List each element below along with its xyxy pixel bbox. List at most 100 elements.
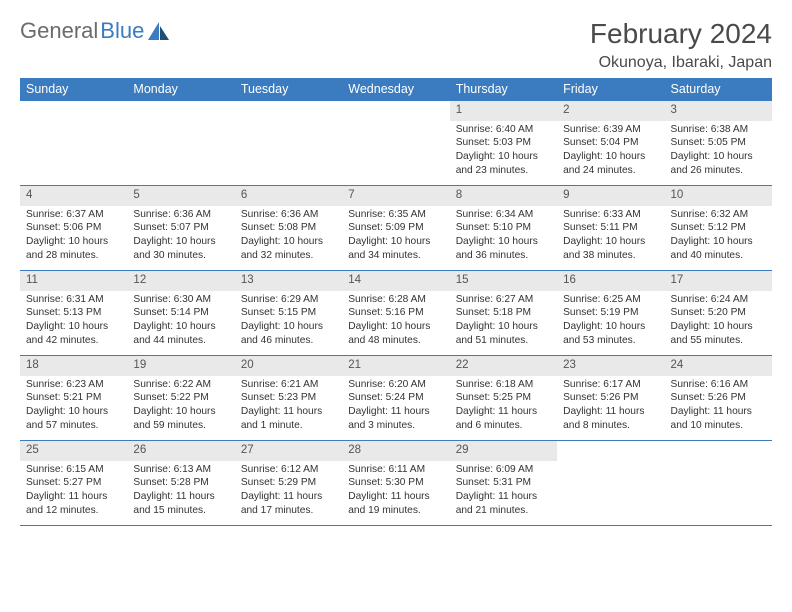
day-body: Sunrise: 6:24 AMSunset: 5:20 PMDaylight:… <box>665 291 772 352</box>
day-number: 27 <box>235 441 342 461</box>
calendar-cell: 8Sunrise: 6:34 AMSunset: 5:10 PMDaylight… <box>450 186 557 270</box>
day-number: 4 <box>20 186 127 206</box>
sunset-text: Sunset: 5:21 PM <box>26 391 121 405</box>
sunrise-text: Sunrise: 6:15 AM <box>26 463 121 477</box>
weekday-header: Monday <box>127 78 234 100</box>
sunset-text: Sunset: 5:03 PM <box>456 136 551 150</box>
calendar-cell: 24Sunrise: 6:16 AMSunset: 5:26 PMDayligh… <box>665 356 772 440</box>
title-block: February 2024 Okunoya, Ibaraki, Japan <box>590 18 772 72</box>
sunrise-text: Sunrise: 6:09 AM <box>456 463 551 477</box>
calendar-cell: 29 Sunrise: 6:09 AMSunset: 5:31 PMDayligh… <box>450 441 557 525</box>
day-number: 29 <box>450 441 557 461</box>
day-number: 23 <box>557 356 664 376</box>
sunset-text: Sunset: 5:13 PM <box>26 306 121 320</box>
calendar-cell: 5Sunrise: 6:36 AMSunset: 5:07 PMDaylight… <box>127 186 234 270</box>
day-body: Sunrise: 6:25 AMSunset: 5:19 PMDaylight:… <box>557 291 664 352</box>
sunset-text: Sunset: 5:24 PM <box>348 391 443 405</box>
calendar-cell-empty <box>20 101 127 185</box>
sunset-text: Sunset: 5:12 PM <box>671 221 766 235</box>
day-number: 16 <box>557 271 664 291</box>
sunset-text: Sunset: 5:14 PM <box>133 306 228 320</box>
day-number: 5 <box>127 186 234 206</box>
day-body: Sunrise: 6:15 AMSunset: 5:27 PMDaylight:… <box>20 461 127 522</box>
calendar-cell: 18Sunrise: 6:23 AMSunset: 5:21 PMDayligh… <box>20 356 127 440</box>
day-number: 22 <box>450 356 557 376</box>
month-title: February 2024 <box>590 18 772 50</box>
calendar-week: 4Sunrise: 6:37 AMSunset: 5:06 PMDaylight… <box>20 185 772 270</box>
day-number: 10 <box>665 186 772 206</box>
sunrise-text: Sunrise: 6:38 AM <box>671 123 766 137</box>
day-number: 17 <box>665 271 772 291</box>
day-body: Sunrise: 6:21 AMSunset: 5:23 PMDaylight:… <box>235 376 342 437</box>
day-body: Sunrise: 6:12 AMSunset: 5:29 PMDaylight:… <box>235 461 342 522</box>
day-number: 7 <box>342 186 449 206</box>
daylight-text: Daylight: 10 hours and 48 minutes. <box>348 320 443 348</box>
day-body: Sunrise: 6:39 AMSunset: 5:04 PMDaylight:… <box>557 121 664 182</box>
day-body: Sunrise: 6:11 AMSunset: 5:30 PMDaylight:… <box>342 461 449 522</box>
sunrise-text: Sunrise: 6:29 AM <box>241 293 336 307</box>
calendar-cell: 20Sunrise: 6:21 AMSunset: 5:23 PMDayligh… <box>235 356 342 440</box>
weekday-header: Sunday <box>20 78 127 100</box>
logo-sail-icon <box>148 22 170 40</box>
sunrise-text: Sunrise: 6:11 AM <box>348 463 443 477</box>
sunrise-text: Sunrise: 6:28 AM <box>348 293 443 307</box>
daylight-text: Daylight: 11 hours and 10 minutes. <box>671 405 766 433</box>
calendar-cell-empty <box>127 101 234 185</box>
sunset-text: Sunset: 5:15 PM <box>241 306 336 320</box>
daylight-text: Daylight: 10 hours and 28 minutes. <box>26 235 121 263</box>
calendar-cell: 17Sunrise: 6:24 AMSunset: 5:20 PMDayligh… <box>665 271 772 355</box>
sunset-text: Sunset: 5:07 PM <box>133 221 228 235</box>
logo: GeneralBlue <box>20 18 170 44</box>
day-body: Sunrise: 6:34 AMSunset: 5:10 PMDaylight:… <box>450 206 557 267</box>
calendar-cell: 10Sunrise: 6:32 AMSunset: 5:12 PMDayligh… <box>665 186 772 270</box>
day-number: 15 <box>450 271 557 291</box>
sunset-text: Sunset: 5:31 PM <box>456 476 551 490</box>
day-body: Sunrise: 6:33 AMSunset: 5:11 PMDaylight:… <box>557 206 664 267</box>
sunset-text: Sunset: 5:27 PM <box>26 476 121 490</box>
sunrise-text: Sunrise: 6:34 AM <box>456 208 551 222</box>
day-body: Sunrise: 6:36 AMSunset: 5:08 PMDaylight:… <box>235 206 342 267</box>
day-number: 1 <box>450 101 557 121</box>
day-body: Sunrise: 6:29 AMSunset: 5:15 PMDaylight:… <box>235 291 342 352</box>
daylight-text: Daylight: 11 hours and 1 minute. <box>241 405 336 433</box>
logo-text-2: Blue <box>100 18 144 44</box>
daylight-text: Daylight: 11 hours and 3 minutes. <box>348 405 443 433</box>
day-number: 12 <box>127 271 234 291</box>
day-number: 13 <box>235 271 342 291</box>
day-body: Sunrise: 6:27 AMSunset: 5:18 PMDaylight:… <box>450 291 557 352</box>
day-body: Sunrise: 6:37 AMSunset: 5:06 PMDaylight:… <box>20 206 127 267</box>
sunrise-text: Sunrise: 6:40 AM <box>456 123 551 137</box>
sunrise-text: Sunrise: 6:30 AM <box>133 293 228 307</box>
daylight-text: Daylight: 11 hours and 19 minutes. <box>348 490 443 518</box>
sunrise-text: Sunrise: 6:27 AM <box>456 293 551 307</box>
logo-text-1: General <box>20 18 98 44</box>
calendar-cell: 22Sunrise: 6:18 AMSunset: 5:25 PMDayligh… <box>450 356 557 440</box>
calendar-week: 1Sunrise: 6:40 AMSunset: 5:03 PMDaylight… <box>20 100 772 185</box>
sunset-text: Sunset: 5:08 PM <box>241 221 336 235</box>
sunrise-text: Sunrise: 6:25 AM <box>563 293 658 307</box>
day-body: Sunrise: 6:20 AMSunset: 5:24 PMDaylight:… <box>342 376 449 437</box>
sunrise-text: Sunrise: 6:22 AM <box>133 378 228 392</box>
calendar: SundayMondayTuesdayWednesdayThursdayFrid… <box>20 78 772 526</box>
daylight-text: Daylight: 11 hours and 21 minutes. <box>456 490 551 518</box>
daylight-text: Daylight: 10 hours and 53 minutes. <box>563 320 658 348</box>
weekday-header: Saturday <box>665 78 772 100</box>
calendar-cell: 16Sunrise: 6:25 AMSunset: 5:19 PMDayligh… <box>557 271 664 355</box>
sunset-text: Sunset: 5:30 PM <box>348 476 443 490</box>
daylight-text: Daylight: 11 hours and 15 minutes. <box>133 490 228 518</box>
day-number: 18 <box>20 356 127 376</box>
sunset-text: Sunset: 5:10 PM <box>456 221 551 235</box>
day-number: 9 <box>557 186 664 206</box>
day-body: Sunrise: 6:18 AMSunset: 5:25 PMDaylight:… <box>450 376 557 437</box>
day-body: Sunrise: 6:32 AMSunset: 5:12 PMDaylight:… <box>665 206 772 267</box>
day-number: 25 <box>20 441 127 461</box>
day-body: Sunrise: 6:38 AMSunset: 5:05 PMDaylight:… <box>665 121 772 182</box>
sunrise-text: Sunrise: 6:39 AM <box>563 123 658 137</box>
sunrise-text: Sunrise: 6:33 AM <box>563 208 658 222</box>
day-number: 26 <box>127 441 234 461</box>
calendar-cell: 25Sunrise: 6:15 AMSunset: 5:27 PMDayligh… <box>20 441 127 525</box>
daylight-text: Daylight: 10 hours and 34 minutes. <box>348 235 443 263</box>
calendar-cell: 15Sunrise: 6:27 AMSunset: 5:18 PMDayligh… <box>450 271 557 355</box>
sunset-text: Sunset: 5:16 PM <box>348 306 443 320</box>
daylight-text: Daylight: 11 hours and 8 minutes. <box>563 405 658 433</box>
